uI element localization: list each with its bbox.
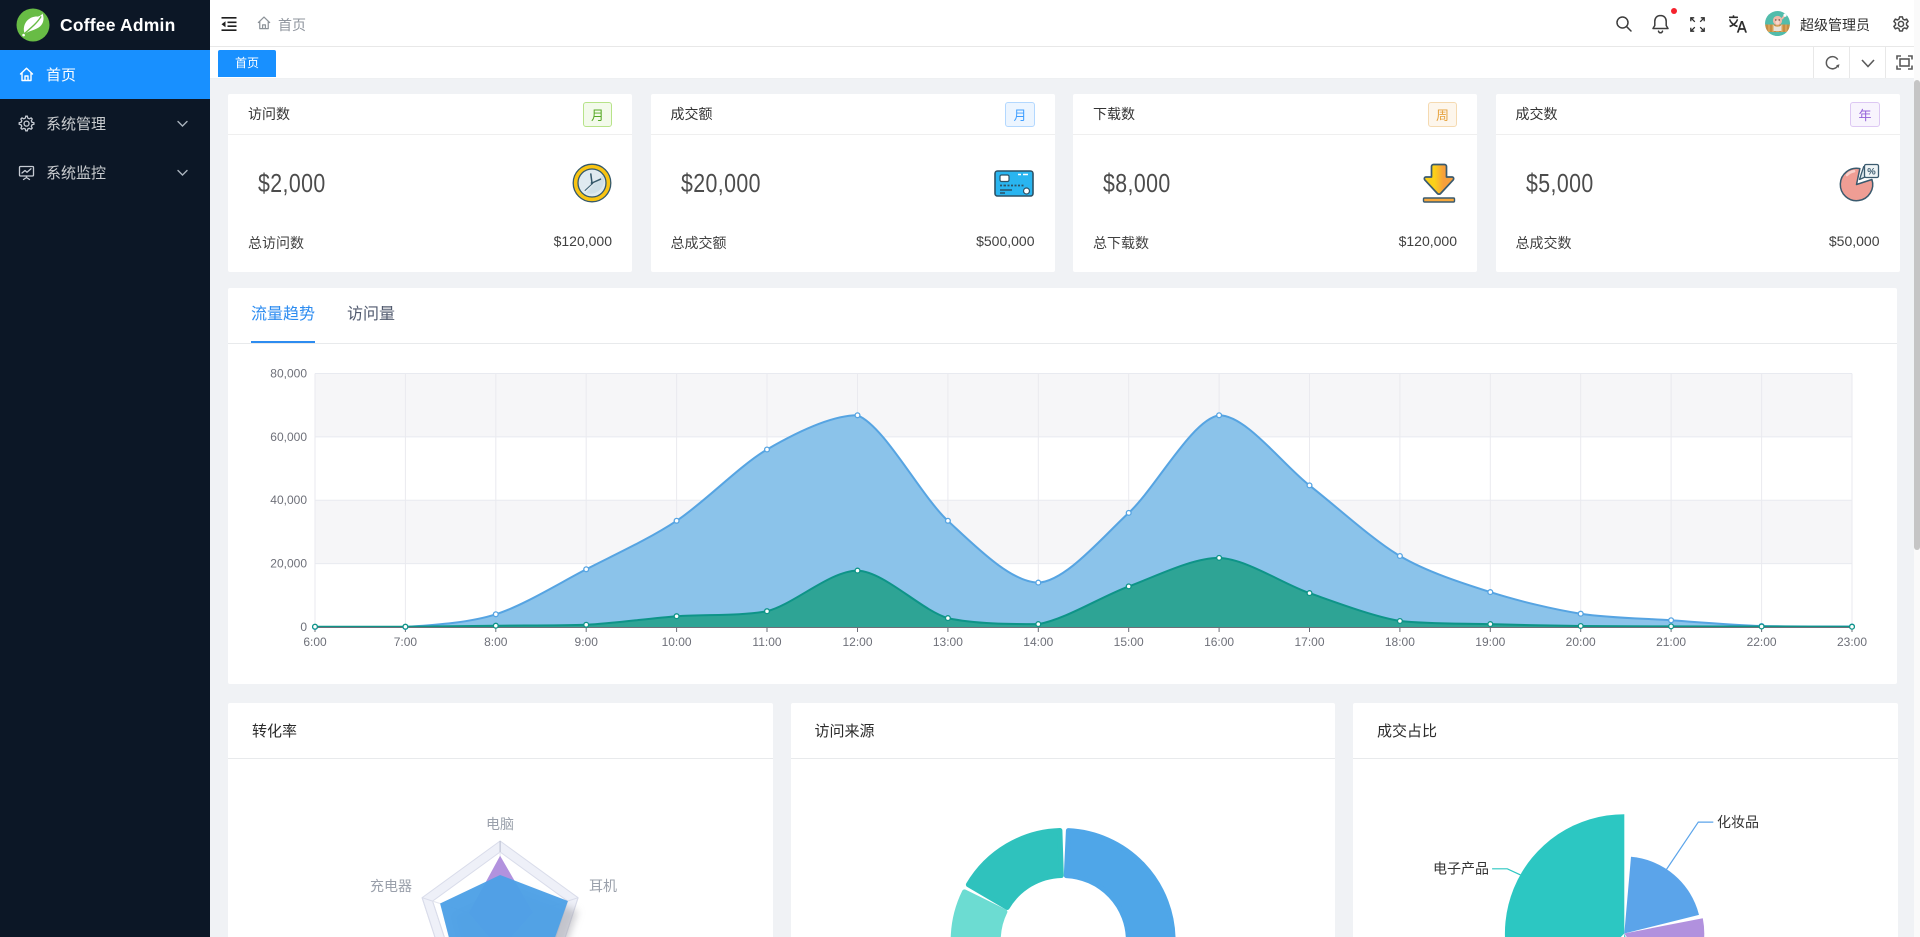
svg-text:17:00: 17:00 xyxy=(1294,635,1324,649)
svg-text:电脑: 电脑 xyxy=(486,816,514,832)
svg-text:40,000: 40,000 xyxy=(270,493,307,507)
svg-text:12:00: 12:00 xyxy=(842,635,872,649)
svg-text:20:00: 20:00 xyxy=(1566,635,1596,649)
svg-text:耳机: 耳机 xyxy=(589,878,617,894)
svg-text:13:00: 13:00 xyxy=(933,635,963,649)
svg-text:22:00: 22:00 xyxy=(1747,635,1777,649)
svg-text:15:00: 15:00 xyxy=(1114,635,1144,649)
svg-text:10:00: 10:00 xyxy=(662,635,692,649)
svg-text:8:00: 8:00 xyxy=(484,635,508,649)
svg-text:23:00: 23:00 xyxy=(1837,635,1867,649)
svg-text:9:00: 9:00 xyxy=(575,635,599,649)
svg-text:60,000: 60,000 xyxy=(270,429,307,443)
svg-text:6:00: 6:00 xyxy=(303,635,327,649)
svg-text:0: 0 xyxy=(300,620,307,634)
svg-text:18:00: 18:00 xyxy=(1385,635,1415,649)
svg-text:80,000: 80,000 xyxy=(270,366,307,380)
svg-text:化妆品: 化妆品 xyxy=(1717,814,1759,830)
svg-text:19:00: 19:00 xyxy=(1475,635,1505,649)
svg-text:7:00: 7:00 xyxy=(394,635,418,649)
svg-text:21:00: 21:00 xyxy=(1656,635,1686,649)
svg-text:%: % xyxy=(1867,167,1876,178)
svg-text:11:00: 11:00 xyxy=(752,635,781,649)
svg-text:16:00: 16:00 xyxy=(1204,635,1234,649)
svg-text:20,000: 20,000 xyxy=(270,556,307,570)
svg-text:充电器: 充电器 xyxy=(370,878,412,894)
svg-text:电子产品: 电子产品 xyxy=(1433,860,1489,876)
svg-text:14:00: 14:00 xyxy=(1023,635,1053,649)
